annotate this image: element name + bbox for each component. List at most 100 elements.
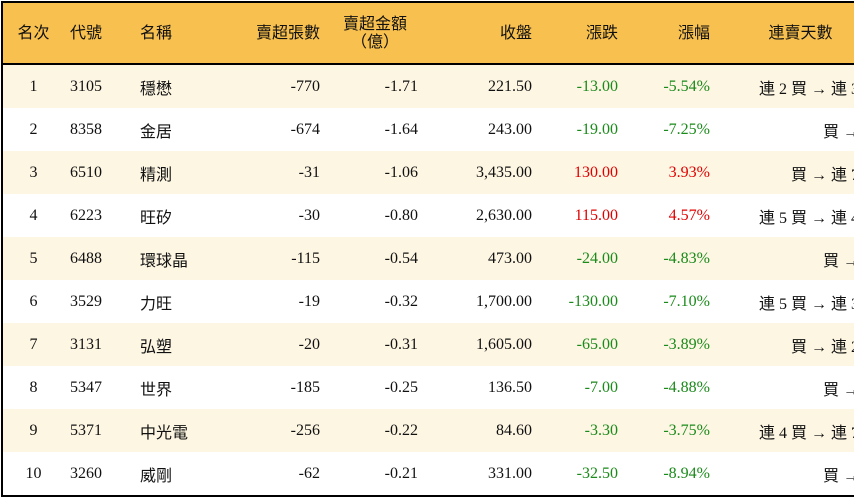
cell-name: 中光電 bbox=[134, 409, 224, 452]
cell-streak: 買 → 連 2 賣 bbox=[716, 323, 854, 366]
cell-shares: -62 bbox=[224, 452, 326, 496]
cell-amount: -1.06 bbox=[326, 151, 424, 194]
cell-code: 3529 bbox=[64, 280, 134, 323]
cell-streak: 買 → 賣 bbox=[716, 237, 854, 280]
cell-pct: -8.94% bbox=[624, 452, 716, 496]
cell-shares: -20 bbox=[224, 323, 326, 366]
cell-name: 旺矽 bbox=[134, 194, 224, 237]
cell-change: -7.00 bbox=[538, 366, 624, 409]
cell-name: 力旺 bbox=[134, 280, 224, 323]
cell-amount: -0.22 bbox=[326, 409, 424, 452]
cell-name: 穩懋 bbox=[134, 64, 224, 108]
table-row: 9 5371 中光電 -256 -0.22 84.60 -3.30 -3.75% 連 4 買 →… bbox=[2, 409, 854, 452]
cell-code: 3131 bbox=[64, 323, 134, 366]
cell-shares: -770 bbox=[224, 64, 326, 108]
table-header: 名次 代號 名稱 賣超張數 賣超金額 （億） 收盤 漲跌 漲幅 連賣天數 bbox=[2, 2, 854, 65]
cell-pct: -4.88% bbox=[624, 366, 716, 409]
cell-pct: -3.75% bbox=[624, 409, 716, 452]
cell-shares: -115 bbox=[224, 237, 326, 280]
cell-rank: 2 bbox=[2, 108, 64, 151]
cell-rank: 9 bbox=[2, 409, 64, 452]
header-shares: 賣超張數 bbox=[224, 2, 326, 65]
cell-change: 130.00 bbox=[538, 151, 624, 194]
table-row: 7 3131 弘塑 -20 -0.31 1,605.00 -65.00 -3.89% 買 → 連… bbox=[2, 323, 854, 366]
header-name: 名稱 bbox=[134, 2, 224, 65]
cell-rank: 7 bbox=[2, 323, 64, 366]
cell-rank: 1 bbox=[2, 64, 64, 108]
cell-code: 5347 bbox=[64, 366, 134, 409]
cell-rank: 4 bbox=[2, 194, 64, 237]
cell-streak: 連 5 買 → 連 4 賣 bbox=[716, 194, 854, 237]
cell-amount: -1.71 bbox=[326, 64, 424, 108]
cell-name: 威剛 bbox=[134, 452, 224, 496]
cell-name: 環球晶 bbox=[134, 237, 224, 280]
cell-code: 6223 bbox=[64, 194, 134, 237]
cell-shares: -30 bbox=[224, 194, 326, 237]
table-row: 6 3529 力旺 -19 -0.32 1,700.00 -130.00 -7.10% 連 5 … bbox=[2, 280, 854, 323]
cell-amount: -0.32 bbox=[326, 280, 424, 323]
table-row: 4 6223 旺矽 -30 -0.80 2,630.00 115.00 4.57% 連 5 買 … bbox=[2, 194, 854, 237]
cell-pct: -7.25% bbox=[624, 108, 716, 151]
cell-change: -130.00 bbox=[538, 280, 624, 323]
cell-streak: 連 4 買 → 連 7 賣 bbox=[716, 409, 854, 452]
header-close: 收盤 bbox=[424, 2, 538, 65]
cell-code: 3260 bbox=[64, 452, 134, 496]
cell-amount: -0.31 bbox=[326, 323, 424, 366]
cell-streak: 連 5 買 → 連 3 賣 bbox=[716, 280, 854, 323]
cell-close: 3,435.00 bbox=[424, 151, 538, 194]
cell-close: 1,700.00 bbox=[424, 280, 538, 323]
cell-pct: 3.93% bbox=[624, 151, 716, 194]
cell-shares: -674 bbox=[224, 108, 326, 151]
header-pct: 漲幅 bbox=[624, 2, 716, 65]
cell-streak: 買 → 賣 bbox=[716, 108, 854, 151]
cell-streak: 連 2 買 → 連 3 賣 bbox=[716, 64, 854, 108]
cell-code: 8358 bbox=[64, 108, 134, 151]
cell-change: -13.00 bbox=[538, 64, 624, 108]
cell-name: 精測 bbox=[134, 151, 224, 194]
cell-pct: -7.10% bbox=[624, 280, 716, 323]
cell-amount: -0.80 bbox=[326, 194, 424, 237]
cell-change: -32.50 bbox=[538, 452, 624, 496]
cell-change: -3.30 bbox=[538, 409, 624, 452]
cell-close: 221.50 bbox=[424, 64, 538, 108]
cell-amount: -0.54 bbox=[326, 237, 424, 280]
cell-close: 473.00 bbox=[424, 237, 538, 280]
cell-close: 243.00 bbox=[424, 108, 538, 151]
cell-close: 84.60 bbox=[424, 409, 538, 452]
cell-amount: -0.21 bbox=[326, 452, 424, 496]
header-streak: 連賣天數 bbox=[716, 2, 854, 65]
cell-name: 弘塑 bbox=[134, 323, 224, 366]
cell-code: 5371 bbox=[64, 409, 134, 452]
cell-shares: -185 bbox=[224, 366, 326, 409]
cell-rank: 5 bbox=[2, 237, 64, 280]
cell-pct: -5.54% bbox=[624, 64, 716, 108]
header-change: 漲跌 bbox=[538, 2, 624, 65]
cell-close: 331.00 bbox=[424, 452, 538, 496]
cell-change: -19.00 bbox=[538, 108, 624, 151]
cell-shares: -256 bbox=[224, 409, 326, 452]
header-rank: 名次 bbox=[2, 2, 64, 65]
cell-close: 136.50 bbox=[424, 366, 538, 409]
cell-rank: 10 bbox=[2, 452, 64, 496]
cell-streak: 買 → 連 7 賣 bbox=[716, 151, 854, 194]
cell-streak: 買 → 賣 bbox=[716, 366, 854, 409]
header-code: 代號 bbox=[64, 2, 134, 65]
cell-shares: -31 bbox=[224, 151, 326, 194]
cell-rank: 8 bbox=[2, 366, 64, 409]
table-row: 1 3105 穩懋 -770 -1.71 221.50 -13.00 -5.54% 連 2 買 … bbox=[2, 64, 854, 108]
cell-name: 世界 bbox=[134, 366, 224, 409]
cell-amount: -0.25 bbox=[326, 366, 424, 409]
cell-pct: -4.83% bbox=[624, 237, 716, 280]
cell-change: 115.00 bbox=[538, 194, 624, 237]
cell-amount: -1.64 bbox=[326, 108, 424, 151]
cell-pct: 4.57% bbox=[624, 194, 716, 237]
cell-change: -65.00 bbox=[538, 323, 624, 366]
cell-shares: -19 bbox=[224, 280, 326, 323]
cell-rank: 3 bbox=[2, 151, 64, 194]
cell-code: 6488 bbox=[64, 237, 134, 280]
cell-code: 6510 bbox=[64, 151, 134, 194]
